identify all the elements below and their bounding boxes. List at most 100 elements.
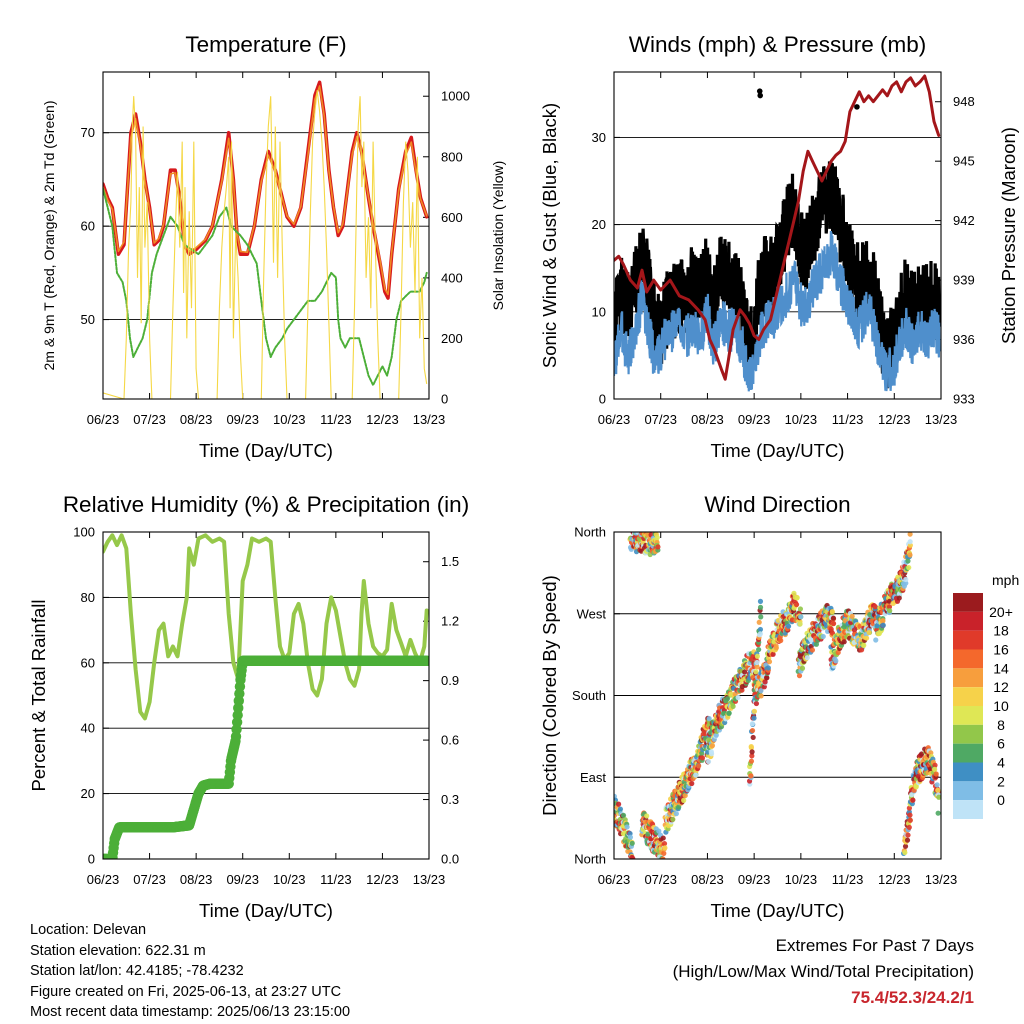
direction-point: [932, 766, 938, 772]
direction-point: [754, 659, 760, 666]
direction-point: [809, 647, 816, 653]
colorbar-swatch: [953, 762, 983, 782]
chart-title-humidity: Relative Humidity (%) & Precipitation (i…: [63, 492, 469, 517]
y-tick-label: West: [577, 606, 607, 621]
y-tick-label: 20: [592, 217, 606, 232]
x-tick-label: 09/23: [738, 412, 771, 427]
direction-point: [798, 614, 804, 620]
direction-point: [660, 835, 666, 841]
colorbar-label: 20+: [989, 604, 1013, 620]
direction-point: [756, 646, 762, 653]
panel-winds: Winds (mph) & Pressure (mb) 0 10 20 30 933 936…: [539, 32, 1019, 461]
direction-point: [828, 626, 834, 632]
direction-point: [872, 604, 878, 610]
x-tick-label: 08/23: [691, 412, 724, 427]
y2-tick-label: 200: [441, 331, 463, 346]
direction-point: [873, 637, 879, 643]
colorbar-label: 4: [997, 755, 1005, 771]
y-tick-label: North: [574, 525, 606, 540]
panel-humidity: Relative Humidity (%) & Precipitation (i…: [28, 492, 469, 921]
direction-point: [886, 604, 893, 610]
direction-point: [758, 614, 764, 620]
direction-point: [756, 619, 762, 625]
extremes-subtitle: (High/Low/Max Wind/Total Precipitation): [672, 962, 974, 981]
direction-point: [773, 643, 779, 649]
y2-axis-label: Solar Insolation (Yellow): [490, 161, 506, 311]
direction-point: [935, 810, 941, 816]
x-tick-label: 07/23: [644, 872, 677, 887]
station-info: Location: Delevan Station elevation: 622…: [30, 920, 350, 1023]
colorbar-label: 0: [997, 792, 1005, 808]
direction-point: [887, 608, 893, 614]
x-tick-label: 10/23: [785, 412, 818, 427]
direction-point: [935, 787, 941, 793]
data-point-precip: [421, 655, 429, 667]
colorbar-label: 8: [997, 717, 1005, 733]
direction-point: [793, 601, 800, 608]
direction-point: [932, 762, 938, 768]
direction-point: [907, 552, 913, 558]
direction-point: [936, 794, 941, 800]
direction-point: [829, 608, 835, 615]
x-tick-label: 11/23: [832, 872, 864, 887]
direction-point: [906, 824, 912, 830]
x-axis-label: Time (Day/UTC): [711, 900, 845, 921]
direction-point: [742, 669, 748, 675]
plot-area-winds: [614, 74, 941, 392]
y-tick-label: 30: [592, 130, 606, 145]
direction-point: [841, 639, 847, 645]
y-tick-label: North: [574, 852, 606, 867]
plot-frame: [102, 531, 430, 860]
direction-point: [750, 734, 756, 741]
colorbar-label: 2: [997, 773, 1005, 789]
direction-point: [615, 801, 622, 807]
panel-direction: Wind Direction North East South West North 06/…: [539, 492, 1019, 921]
direction-point: [903, 576, 909, 583]
x-tick-label: 06/23: [87, 412, 120, 427]
colorbar-label: 14: [993, 660, 1009, 676]
direction-point: [748, 773, 754, 779]
colorbar-label: 18: [993, 623, 1009, 639]
direction-point: [676, 804, 682, 810]
colorbar-swatch: [953, 593, 983, 612]
y-tick-label: 80: [81, 590, 95, 605]
x-tick-label: 12/23: [878, 412, 911, 427]
y2-tick-label: 0.3: [441, 792, 459, 807]
x-tick-label: 07/23: [133, 872, 166, 887]
direction-point: [934, 782, 940, 788]
direction-point: [896, 595, 902, 601]
x-tick-label: 13/23: [925, 412, 958, 427]
y-axis-label: Direction (Colored By Speed): [539, 575, 560, 816]
direction-point: [655, 544, 661, 550]
direction-point: [797, 621, 803, 627]
direction-point: [699, 755, 706, 761]
colorbar-swatch: [953, 724, 983, 744]
y2-tick-label: 1.5: [441, 554, 459, 569]
y-axis-label: Sonic Wind & Gust (Blue, Black): [539, 103, 560, 368]
plot-frame: [102, 71, 430, 400]
y2-tick-label: 936: [953, 332, 975, 347]
direction-point: [820, 633, 826, 640]
plot-area-temperature: [103, 80, 429, 399]
series-line-temp_9m: [103, 85, 428, 296]
direction-point: [617, 806, 624, 812]
x-tick-label: 12/23: [366, 412, 399, 427]
y2-axis-label: Station Pressure (Maroon): [998, 127, 1019, 344]
x-tick-label: 09/23: [226, 412, 259, 427]
direction-point: [689, 780, 695, 787]
direction-point: [933, 771, 939, 777]
direction-point: [673, 811, 679, 817]
colorbar-swatch: [953, 687, 983, 706]
direction-point: [902, 849, 908, 856]
x-axis-label: Time (Day/UTC): [711, 440, 845, 461]
x-tick-label: 06/23: [87, 872, 120, 887]
series-line-wind: [614, 230, 941, 392]
location-text: Location: Delevan: [30, 922, 147, 938]
created-text: Figure created on Fri, 2025-06-13, at 23…: [30, 983, 342, 1000]
x-tick-label: 08/23: [180, 412, 213, 427]
extremes-values: 75.4/52.3/24.2/1: [851, 988, 974, 1007]
direction-point: [907, 532, 913, 537]
direction-point: [656, 828, 662, 834]
direction-point: [751, 715, 757, 721]
